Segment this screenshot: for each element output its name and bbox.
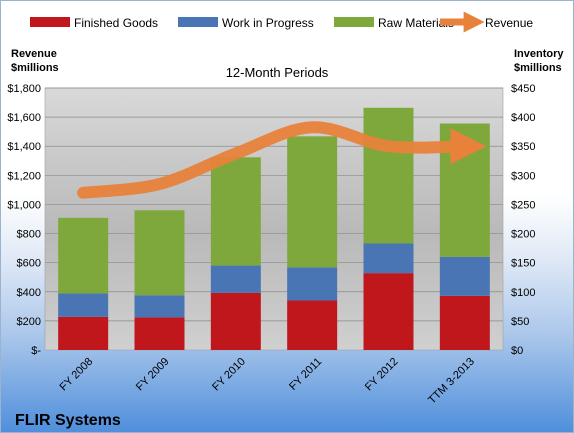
chart-title: 12-Month Periods: [226, 65, 329, 80]
left-axis-tick-label: $600: [17, 258, 41, 270]
bar-finished-goods: [287, 300, 338, 350]
right-axis-tick-label: $250: [511, 199, 535, 211]
right-axis-tick-label: $0: [511, 345, 523, 357]
legend: Finished Goods Work in Progress Raw Mate…: [30, 11, 533, 33]
left-axis-tick-label: $1,000: [7, 199, 41, 211]
bar-finished-goods: [210, 292, 261, 350]
left-axis-tick-label: $1,800: [7, 83, 41, 95]
bar-raw-materials: [58, 217, 109, 294]
left-axis-tick-label: $1,200: [7, 170, 41, 182]
bar-work-in-progress: [134, 295, 185, 318]
bar-work-in-progress: [58, 293, 109, 317]
right-axis-tick-label: $100: [511, 287, 535, 299]
bar-raw-materials: [134, 210, 185, 296]
legend-swatch-finished-goods: [30, 17, 70, 27]
x-axis-tick-label: FY 2012: [363, 356, 401, 394]
right-axis-tick-label: $50: [511, 316, 529, 328]
left-axis-tick-label: $-: [31, 345, 41, 357]
x-axis-tick-label: TTM 3-2013: [426, 356, 477, 407]
right-axis-ticks: $0 $50 $100 $150 $200 $250 $300 $350 $400 $450: [511, 83, 535, 357]
plot-area: [44, 87, 504, 351]
x-axis-tick-label: FY 2011: [287, 356, 324, 393]
left-axis-tick-label: $800: [17, 229, 41, 241]
right-axis-tick-label: $400: [511, 112, 535, 124]
left-axis-tick-label: $200: [17, 316, 41, 328]
left-axis-tick-label: $1,400: [7, 141, 41, 153]
right-axis-label-line2: $millions: [514, 62, 562, 74]
legend-label-work-in-progress: Work in Progress: [222, 16, 314, 30]
x-axis-tick-label: FY 2009: [134, 356, 172, 394]
bar-finished-goods: [439, 295, 490, 350]
bar-work-in-progress: [210, 265, 261, 293]
left-axis-label-line1: Revenue: [11, 48, 57, 60]
bar-work-in-progress: [287, 267, 338, 301]
legend-swatch-raw-materials: [334, 17, 374, 27]
right-axis-tick-label: $350: [511, 141, 535, 153]
x-axis-tick-label: FY 2010: [210, 356, 248, 394]
legend-label-revenue: Revenue: [485, 16, 533, 30]
gridlines: [45, 87, 503, 322]
legend-label-raw-materials: Raw Materials: [378, 16, 454, 30]
company-name: FLIR Systems: [15, 412, 121, 429]
bar-raw-materials: [287, 136, 338, 268]
bar-finished-goods: [134, 317, 185, 350]
left-axis-tick-label: $1,600: [7, 112, 41, 124]
left-axis-ticks: $- $200 $400 $600 $800 $1,000 $1,200 $1,400 $1,6…: [7, 83, 41, 357]
legend-swatch-work-in-progress: [178, 17, 218, 27]
right-axis-tick-label: $150: [511, 258, 535, 270]
bar-raw-materials: [210, 157, 261, 266]
x-axis-tick-label: FY 2008: [58, 356, 96, 394]
right-axis-tick-label: $450: [511, 83, 535, 95]
left-axis-label-line2: $millions: [11, 62, 59, 74]
bar-raw-materials: [363, 107, 414, 244]
bar-finished-goods: [58, 316, 109, 350]
right-axis-tick-label: $300: [511, 170, 535, 182]
revenue-line-group: [77, 121, 487, 199]
legend-label-finished-goods: Finished Goods: [74, 16, 158, 30]
bar-work-in-progress: [439, 256, 490, 296]
revenue-line: [77, 121, 487, 199]
bars: [58, 107, 490, 350]
left-axis-tick-label: $400: [17, 287, 41, 299]
x-axis-ticks: FY 2008 FY 2009 FY 2010 FY 2011 FY 2012 TTM 3…: [58, 356, 477, 407]
right-axis-label-line1: Inventory: [514, 48, 564, 60]
right-axis-tick-label: $200: [511, 229, 535, 241]
bar-finished-goods: [363, 273, 414, 350]
bar-work-in-progress: [363, 243, 414, 274]
